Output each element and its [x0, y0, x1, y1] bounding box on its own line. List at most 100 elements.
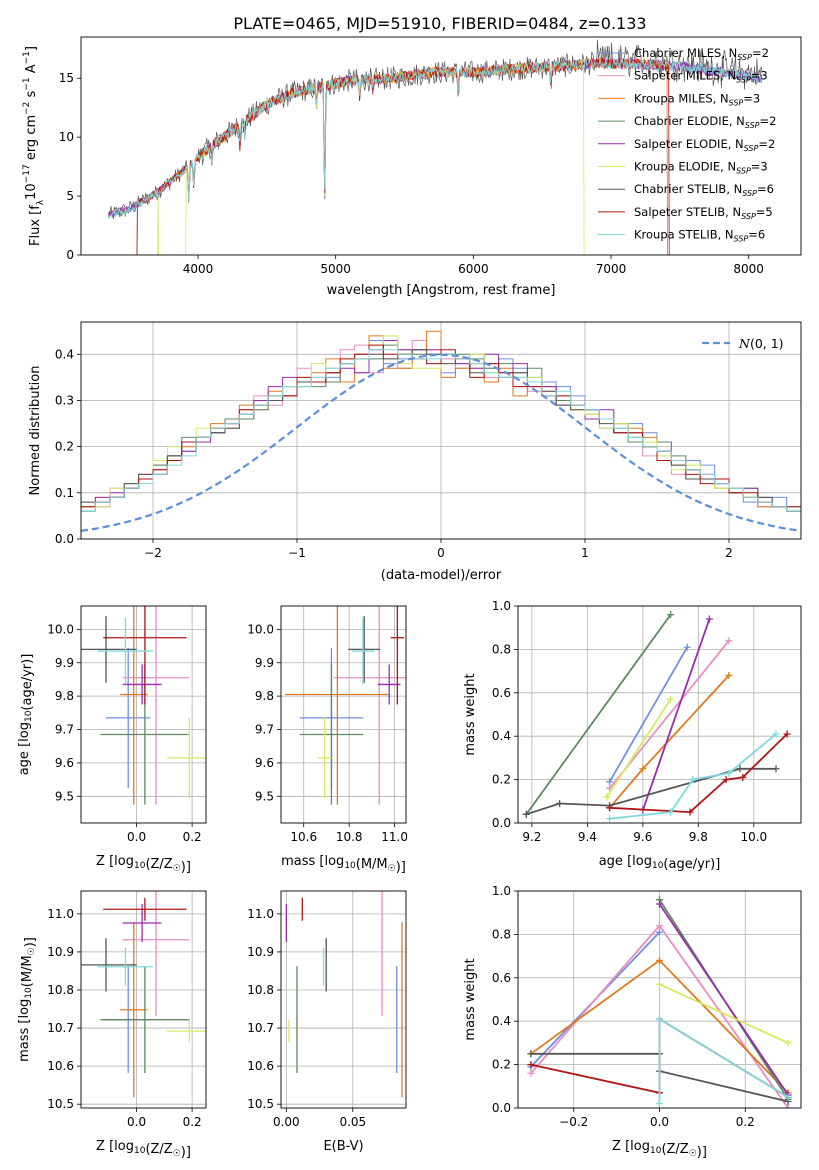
- y-tick-label: 10.7: [47, 1021, 74, 1035]
- y-tick-label: 9.7: [55, 723, 74, 737]
- mass-weight-point: [736, 765, 744, 773]
- y-tick-label: 0.4: [492, 729, 511, 743]
- errorbar-salpeter-stelib: [103, 606, 187, 705]
- y-axis-label: age [log10(age/yr)]: [17, 654, 35, 776]
- mass-weight-line: [659, 983, 789, 1044]
- x-tick-label: 4000: [183, 262, 214, 276]
- y-axis-label: mass weight: [463, 673, 478, 755]
- legend-label-text: Kroupa ELODIE, N: [634, 160, 736, 174]
- spectrum-line-salpeter-stelib: [136, 57, 670, 255]
- label-part: age [: [17, 742, 32, 775]
- mass-weight-line: [658, 1017, 789, 1104]
- y-tick-label: 9.6: [55, 756, 74, 770]
- y-tick-label: 0.1: [55, 486, 74, 500]
- legend-label-sub: SSP: [736, 76, 751, 85]
- mass-weight-line-chabrier-miles: [606, 643, 691, 786]
- label-part: ☉: [173, 1149, 181, 1159]
- label-part: log: [632, 854, 652, 869]
- y-tick-label: 9.7: [255, 723, 274, 737]
- legend-label-text: Kroupa MILES, N: [634, 91, 729, 105]
- x-tick-label: 5000: [320, 262, 351, 276]
- errorbar-kroupa-miles: [285, 606, 390, 805]
- mass-weight-point: [667, 695, 675, 703]
- label-part: Z [: [96, 854, 114, 869]
- legend-label: Kroupa MILES, NSSP=3: [634, 91, 760, 107]
- legend-label: Kroupa ELODIE, NSSP=3: [634, 160, 768, 176]
- axes-mass_vs_Z: 0.0 0.210.510.610.710.810.911.0Z [log10(Z…: [17, 890, 207, 1160]
- label-subscript: 10: [650, 1146, 662, 1156]
- y-label-part: −1: [22, 77, 32, 90]
- y-tick-label: 10.9: [247, 945, 274, 959]
- mass-weight-point: [656, 922, 663, 930]
- residual-legend: N(0, 1): [702, 336, 784, 351]
- y-tick-label: 0.2: [492, 1058, 511, 1072]
- mass-weight-point: [772, 730, 780, 738]
- legend-label-tail: =3: [751, 160, 768, 174]
- y-tick-label: 9.8: [255, 689, 274, 703]
- x-tick-label: 0: [437, 546, 445, 560]
- mass-weight-line: [525, 614, 672, 815]
- mass-weight-line: [642, 618, 711, 811]
- legend-label: Kroupa STELIB, NSSP=6: [634, 228, 765, 244]
- mass-weight-point: [527, 1050, 535, 1058]
- histogram-chabrier-elodie: [81, 344, 801, 512]
- x-tick-label: 6000: [458, 262, 489, 276]
- y-tick-label: 10.0: [247, 622, 274, 636]
- x-tick-label: 0.00: [273, 1115, 300, 1129]
- errorbar-kroupa-stelib: [97, 617, 154, 685]
- label-part: Z [: [96, 1139, 114, 1154]
- label-part: age [: [599, 854, 632, 869]
- errorbar-salpeter-miles: [122, 606, 190, 805]
- label-part: (Z/Z: [661, 1142, 688, 1157]
- y-label-part: −1: [22, 51, 32, 64]
- x-axis-label: Z [log10(Z/Z☉)]: [96, 1139, 191, 1160]
- y-label-part: s: [24, 90, 39, 101]
- errorbar-salpeter-miles: [122, 891, 190, 1016]
- mass-weight-point: [725, 769, 733, 777]
- mass-weight-line: [658, 903, 789, 1096]
- plot-series-age_vs_Z: [81, 606, 206, 805]
- legend-label: Chabrier ELODIE, NSSP=2: [634, 114, 776, 130]
- histogram-salpeter-stelib: [81, 344, 801, 517]
- errorbar-chabrier-miles: [106, 647, 151, 788]
- x-tick-label: 7000: [596, 262, 627, 276]
- x-tick-label: 0.0: [127, 1115, 146, 1129]
- y-tick-label: 10.9: [47, 945, 74, 959]
- errorbar-chabrier-stelib: [81, 938, 137, 992]
- y-tick-label: 0.3: [55, 393, 74, 407]
- label-part: (Z/Z: [145, 1142, 172, 1157]
- label-part: )]: [181, 860, 191, 875]
- errorbar-kroupa-elodie: [167, 1019, 206, 1043]
- axes-age_vs_Z: 0.0 0.29.59.69.79.89.910.0Z [log10(Z/Z☉)]…: [17, 605, 207, 875]
- label-subscript: 10: [134, 861, 146, 871]
- mass-weight-point: [725, 637, 733, 645]
- legend-label: Chabrier MILES, NSSP=2: [634, 46, 769, 62]
- x-tick-label: 9.8: [689, 830, 708, 844]
- x-tick-label: 10.6: [290, 830, 317, 844]
- plot-area-age_vs_Z: [81, 606, 206, 823]
- x-tick-label: 0.0: [127, 830, 146, 844]
- y-axis-label: mass weight: [463, 958, 478, 1040]
- mass-weight-point: [656, 1015, 663, 1023]
- axes-mass_weight_vs_Z: −0.2 0.0 0.2 0.0 0.2 0.4 0.6 0.8 1.0 Z [log10(Z/Z…: [463, 884, 802, 1160]
- errorbar-kroupa-elodie: [167, 717, 206, 798]
- legend-label: N(0, 1): [738, 336, 784, 351]
- mass-weight-point: [606, 815, 614, 823]
- mass-weight-line: [608, 646, 688, 783]
- legend-label-sub: SSP: [742, 189, 757, 198]
- mass-weight-point: [522, 810, 530, 818]
- legend-label-tail: =3: [743, 91, 760, 105]
- label-part: )]: [697, 1145, 707, 1160]
- mass-weight-line: [606, 698, 672, 798]
- label-part: )]: [396, 860, 406, 875]
- histogram-kroupa-miles: [81, 330, 801, 517]
- mass-weight-line-salpeter-elodie: [656, 900, 792, 1099]
- legend-label-text: Salpeter ELODIE, N: [634, 137, 744, 151]
- label-part: (age/yr)]: [663, 857, 720, 872]
- mass-weight-point: [603, 793, 611, 801]
- mass-weight-point: [722, 776, 730, 784]
- axes-mass_weight_vs_age: 9.2 9.4 9.6 9.8 10.0 0.0 0.2 0.4 0.6 0.8 1.0 age [l…: [463, 599, 802, 872]
- y-tick-label: 0.2: [55, 440, 74, 454]
- plot-area-age_vs_mass: [281, 606, 406, 823]
